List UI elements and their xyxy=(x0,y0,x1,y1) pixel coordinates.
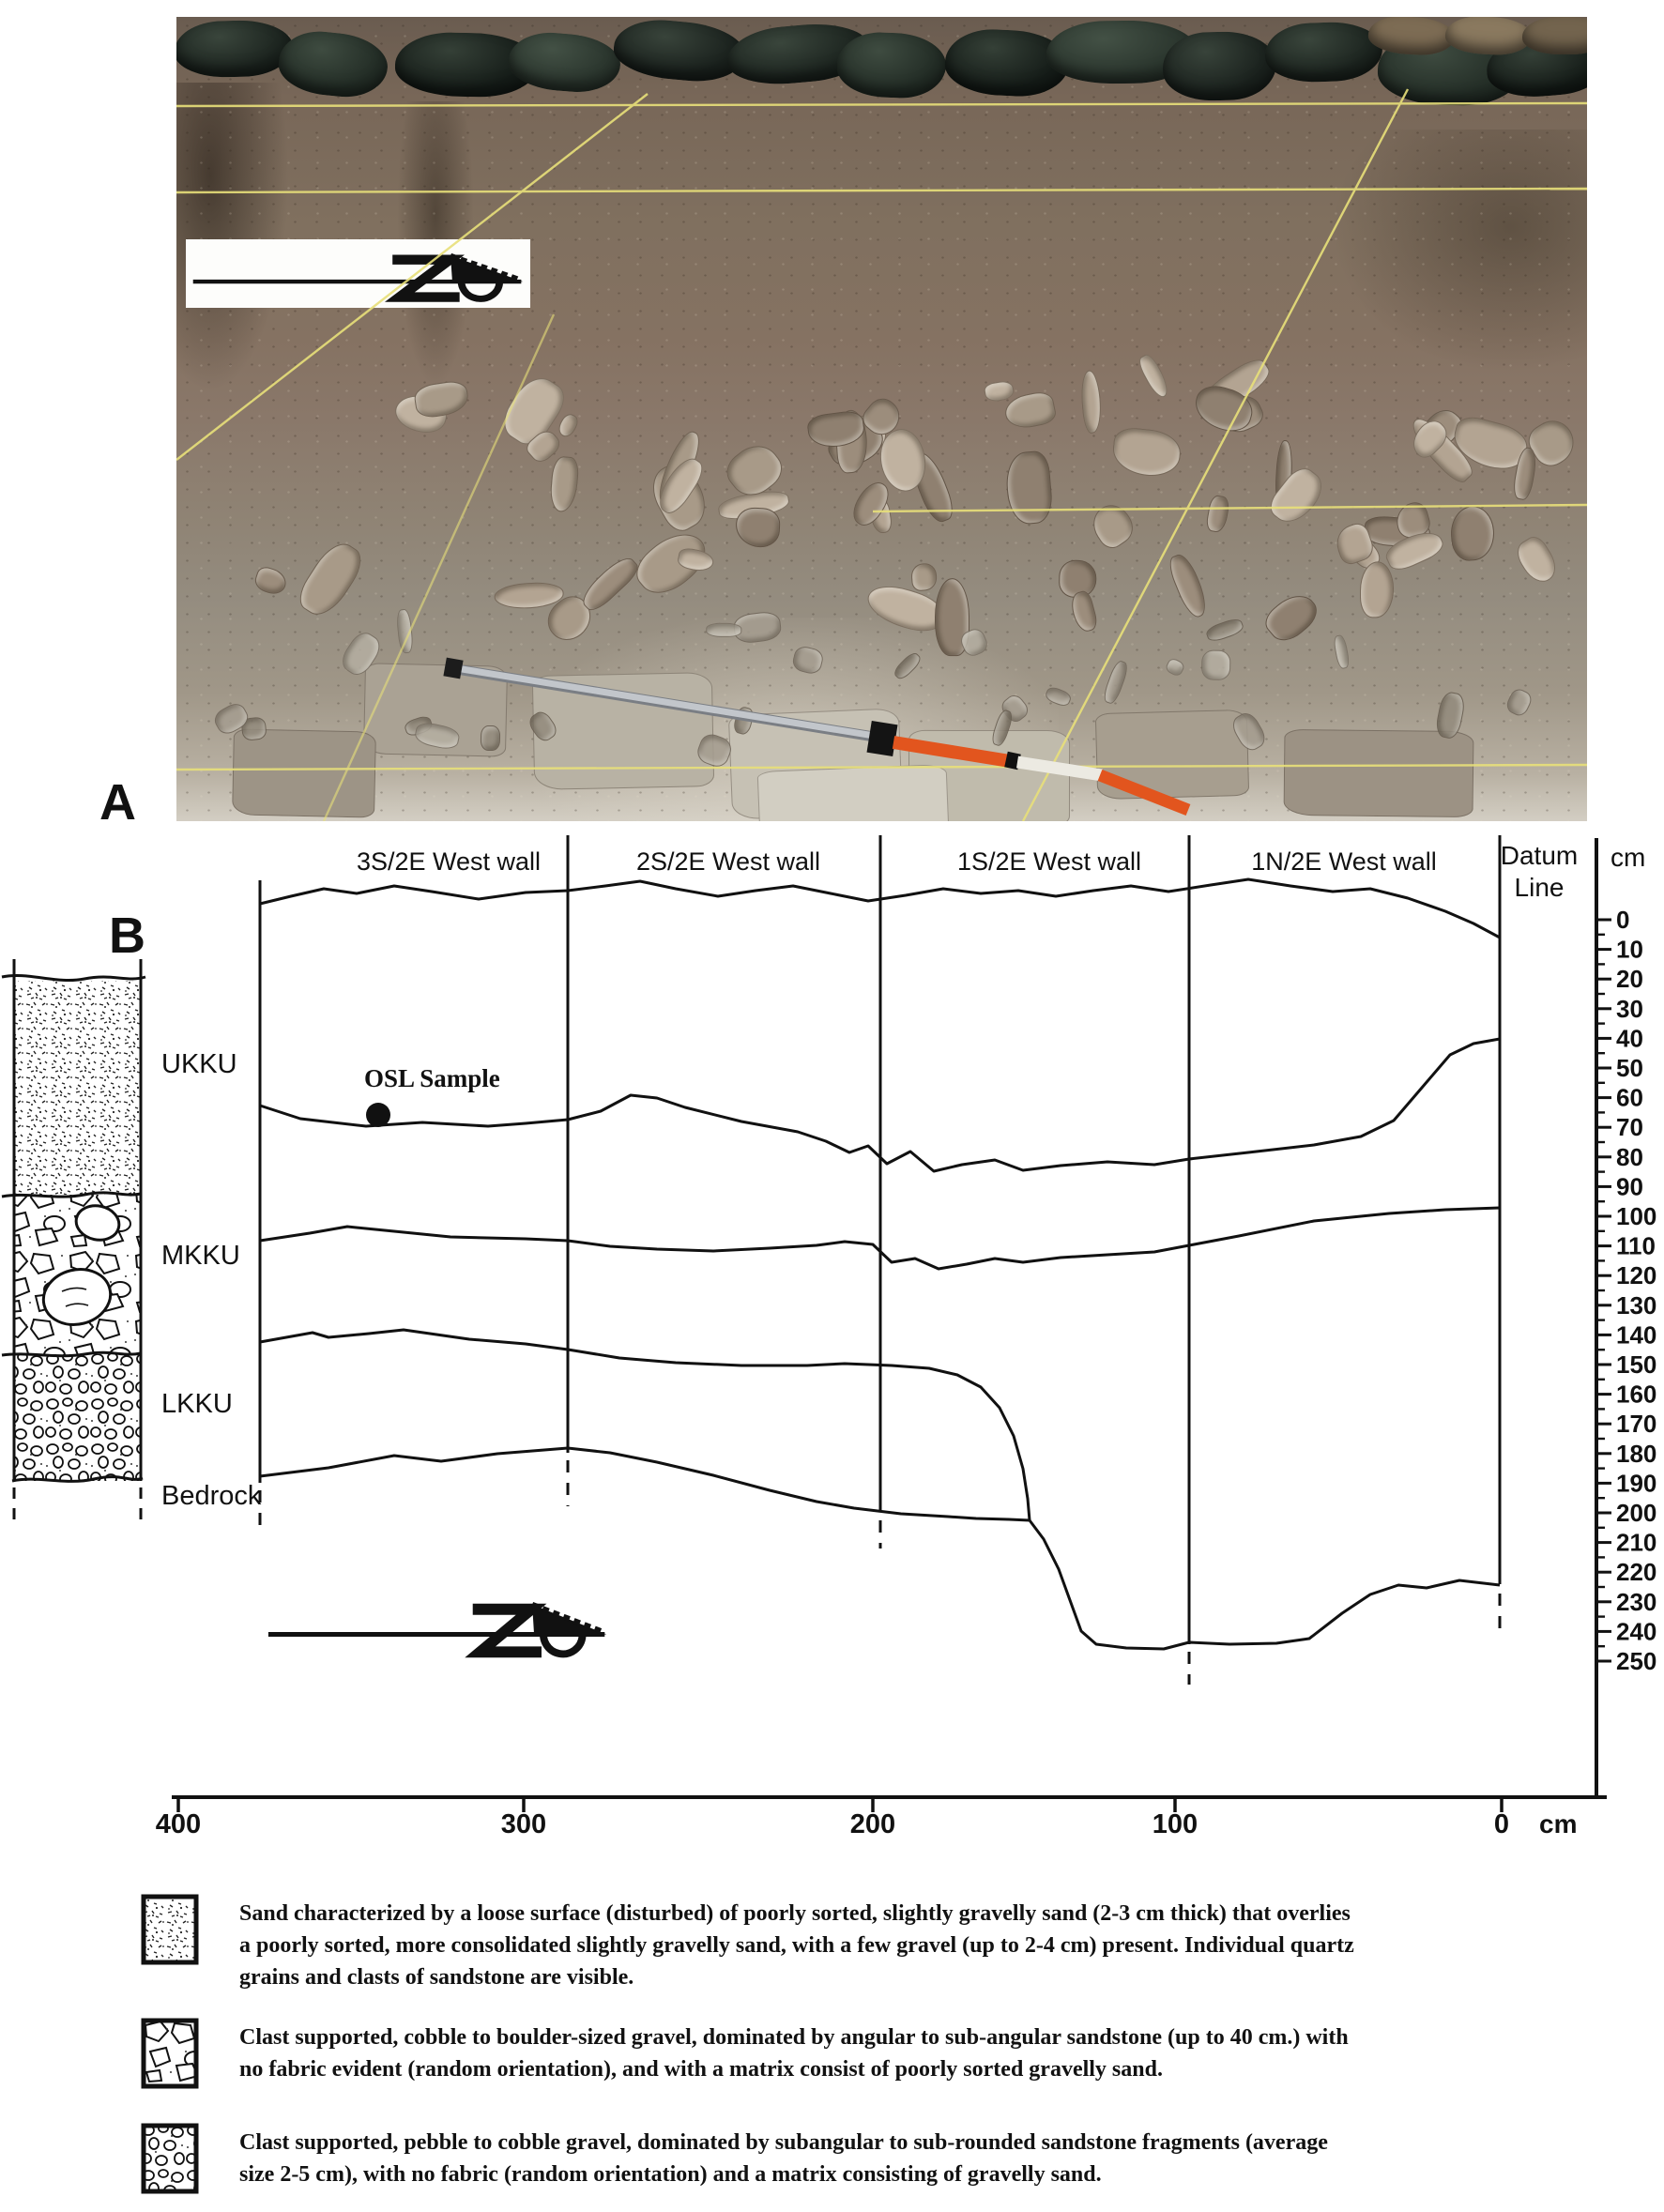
depth-tick-label: 250 xyxy=(1616,1647,1656,1675)
legend-swatch-pebble-cobble-gravel xyxy=(141,2123,199,2194)
depth-tick-label: 150 xyxy=(1616,1350,1656,1379)
datum-line-label-1: Datum xyxy=(1500,841,1579,870)
depth-tick-label: 180 xyxy=(1616,1440,1656,1468)
depth-tick-label: 10 xyxy=(1616,936,1643,964)
wall-label: 3S/2E West wall xyxy=(356,847,542,876)
depth-tick-label: 190 xyxy=(1616,1469,1656,1497)
h-scale-tick-label: 300 xyxy=(500,1809,547,1839)
grid-strings xyxy=(176,88,1587,821)
depth-tick-label: 30 xyxy=(1616,995,1643,1023)
depth-tick-label: 80 xyxy=(1616,1143,1643,1171)
lkku-base-boundary xyxy=(259,1328,1031,1521)
h-scale-tick-label: 400 xyxy=(155,1809,202,1839)
column-lkku-pebbles xyxy=(14,1354,141,1481)
depth-tick-label: 120 xyxy=(1616,1261,1656,1289)
h-scale-tick-label: 200 xyxy=(849,1809,896,1839)
boulder-small xyxy=(74,1204,121,1242)
depth-tick-label: 240 xyxy=(1616,1617,1656,1645)
ukku-mkku-boundary xyxy=(259,1037,1501,1173)
legend-swatch-cobble-boulder-gravel xyxy=(141,2018,199,2089)
excavation-photo xyxy=(176,17,1587,821)
legend-item-text: Clast supported, pebble to cobble gravel… xyxy=(239,2130,1328,2187)
datum-line-label-2: Line xyxy=(1514,873,1565,902)
depth-tick-label: 110 xyxy=(1616,1232,1656,1260)
depth-tick-label: 230 xyxy=(1616,1588,1656,1616)
depth-tick-label: 210 xyxy=(1616,1529,1656,1557)
depth-tick-label: 130 xyxy=(1616,1291,1656,1320)
strat-unit-label: LKKU xyxy=(161,1389,233,1419)
column-ukku-sand xyxy=(14,981,141,1195)
strat-unit-label: UKKU xyxy=(161,1049,237,1079)
legend-item-text: Clast supported, cobble to boulder-sized… xyxy=(239,2025,1349,2082)
north-arrow-icon-b xyxy=(268,1605,606,1655)
wall-label: 1N/2E West wall xyxy=(1251,847,1437,876)
depth-tick-label: 200 xyxy=(1616,1499,1656,1527)
mkku-lkku-boundary xyxy=(259,1206,1501,1271)
strat-column xyxy=(1,959,146,1528)
legend-swatch-sand-stipple xyxy=(141,1894,199,1965)
bedrock-line xyxy=(259,1446,1501,1651)
depth-tick-label: 60 xyxy=(1616,1084,1643,1112)
survey-pole xyxy=(443,657,1191,816)
depth-tick-label: 140 xyxy=(1616,1320,1656,1349)
surface-line xyxy=(259,877,1501,939)
wall-label: 2S/2E West wall xyxy=(635,847,821,876)
horizontal-scale-unit: cm xyxy=(1539,1809,1578,1838)
strat-boundary-lines xyxy=(259,877,1501,1651)
horizontal-scale-ticks xyxy=(176,1797,1504,1812)
section-dividers xyxy=(258,835,1502,1685)
north-arrow-box xyxy=(186,239,530,308)
strat-unit-label: Bedrock xyxy=(161,1481,262,1511)
depth-tick-label: 160 xyxy=(1616,1381,1656,1409)
depth-tick-label: 40 xyxy=(1616,1024,1643,1052)
depth-tick-label: 50 xyxy=(1616,1054,1643,1082)
osl-sample-dot xyxy=(366,1103,390,1127)
depth-scale-ticks: 0102030405060708090100110120130140150160… xyxy=(1596,906,1656,1675)
depth-tick-label: 100 xyxy=(1616,1202,1656,1230)
boulder-large xyxy=(41,1268,113,1326)
osl-sample-label: OSL Sample xyxy=(364,1064,500,1092)
h-scale-tick-label: 0 xyxy=(1493,1809,1510,1839)
depth-unit-label: cm xyxy=(1611,843,1646,872)
wall-label: 1S/2E West wall xyxy=(956,847,1142,876)
depth-tick-label: 20 xyxy=(1616,965,1643,993)
depth-tick-label: 170 xyxy=(1616,1410,1656,1438)
depth-tick-label: 90 xyxy=(1616,1172,1643,1200)
depth-tick-label: 0 xyxy=(1616,906,1629,934)
panel-b-label: B xyxy=(109,908,146,964)
legend-item-text: Sand characterized by a loose surface (d… xyxy=(239,1901,1354,1990)
panel-a-label: A xyxy=(99,774,137,831)
depth-tick-label: 220 xyxy=(1616,1558,1656,1586)
h-scale-tick-label: 100 xyxy=(1152,1809,1198,1839)
depth-tick-label: 70 xyxy=(1616,1113,1643,1141)
strat-unit-label: MKKU xyxy=(161,1241,240,1271)
strings-and-pole-overlay xyxy=(176,88,1587,821)
